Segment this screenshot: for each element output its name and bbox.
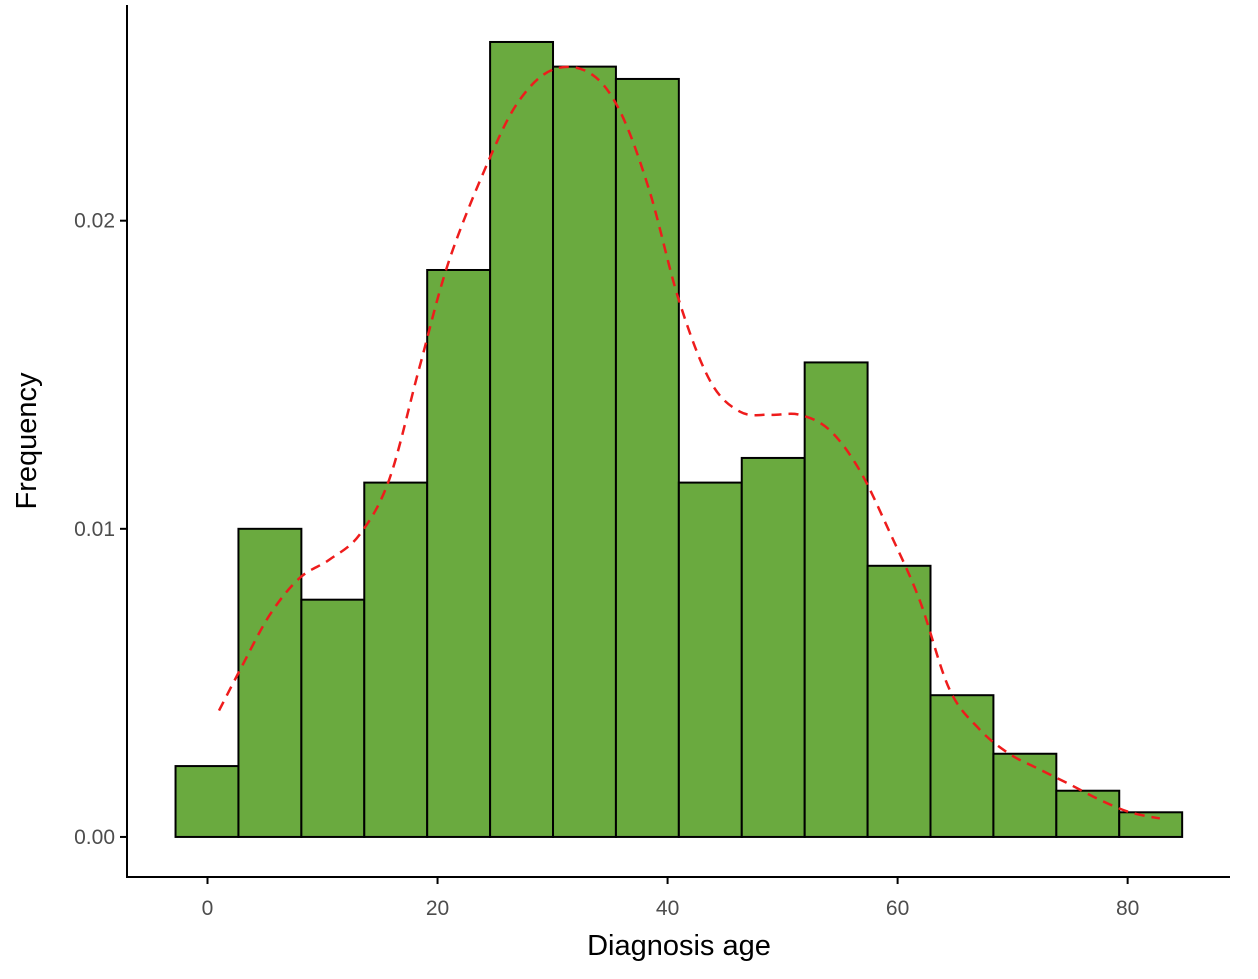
histogram-bar — [740, 456, 806, 838]
x-tick-label: 80 — [1116, 897, 1139, 920]
y-ticks: 0.00 0.01 0.02 — [74, 210, 127, 849]
histogram-bar — [300, 598, 366, 838]
x-axis-title: Diagnosis age — [587, 930, 771, 962]
density-curve — [217, 65, 1161, 820]
histogram-bar — [1118, 811, 1184, 838]
histogram-bar — [803, 361, 869, 838]
histogram-bar — [992, 752, 1058, 838]
histogram-bar — [929, 694, 995, 838]
histogram-bar — [677, 481, 743, 838]
histogram-bar — [866, 564, 932, 838]
histogram-bar — [237, 527, 303, 838]
histogram-bar — [552, 65, 617, 838]
y-tick-label: 0.01 — [74, 518, 115, 541]
x-tick-label: 20 — [426, 897, 449, 920]
histogram-bar — [174, 765, 240, 838]
y-tick-label: 0.00 — [74, 826, 115, 849]
x-ticks: 0 20 40 60 80 — [202, 877, 1139, 920]
x-tick-label: 60 — [886, 897, 909, 920]
histogram-bar — [426, 268, 492, 838]
histogram-bar — [489, 40, 555, 838]
y-tick-label: 0.02 — [74, 210, 115, 233]
x-tick-label: 40 — [656, 897, 679, 920]
x-tick-label: 0 — [202, 897, 214, 920]
y-axis-title: Frequency — [11, 372, 43, 510]
bars-group — [174, 40, 1184, 838]
histogram-bar — [614, 77, 680, 838]
histogram-bar — [1055, 789, 1121, 838]
histogram-bar — [363, 481, 429, 838]
